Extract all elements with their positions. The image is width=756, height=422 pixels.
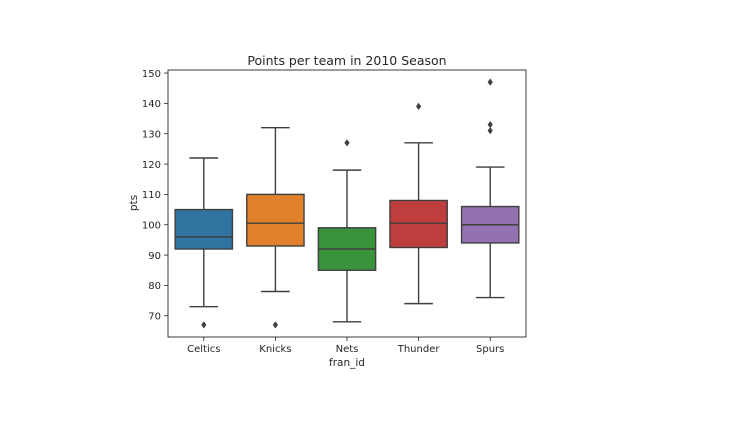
box-knicks — [246, 193, 305, 247]
outlier-point — [416, 102, 422, 111]
y-tick-label: 130 — [142, 130, 161, 141]
y-tick-label: 80 — [148, 281, 161, 292]
x-tick-label: Thunder — [397, 344, 441, 355]
x-tick-label: Nets — [336, 344, 359, 355]
y-axis-label: pts — [128, 195, 140, 211]
y-tick-label: 140 — [142, 99, 161, 110]
y-tick-label: 120 — [142, 160, 161, 171]
outlier-point — [201, 321, 207, 329]
outlier-point — [487, 78, 493, 86]
x-tick-label: Spurs — [476, 344, 504, 355]
plot-area: 70 80 90 100 110 120 130 140 150 Celtics Knicks Net… — [142, 69, 527, 355]
x-tick-label: Knicks — [259, 344, 291, 355]
y-tick-label: 70 — [148, 312, 161, 323]
y-tick-label: 110 — [142, 190, 161, 201]
box-thunder — [389, 199, 448, 249]
outlier-point — [487, 127, 493, 135]
chart-title: Points per team in 2010 Season — [247, 53, 446, 68]
axes-frame — [167, 69, 527, 338]
y-tick-label: 90 — [148, 251, 161, 262]
y-tick-label: 100 — [142, 221, 161, 232]
outlier-point — [344, 139, 350, 147]
outlier-point — [487, 121, 493, 129]
box-celtics — [174, 208, 234, 250]
outlier-point — [272, 321, 278, 329]
y-tick-label: 150 — [142, 69, 161, 80]
x-tick-label: Celtics — [187, 344, 220, 355]
x-axis-label: fran_id — [329, 357, 365, 369]
